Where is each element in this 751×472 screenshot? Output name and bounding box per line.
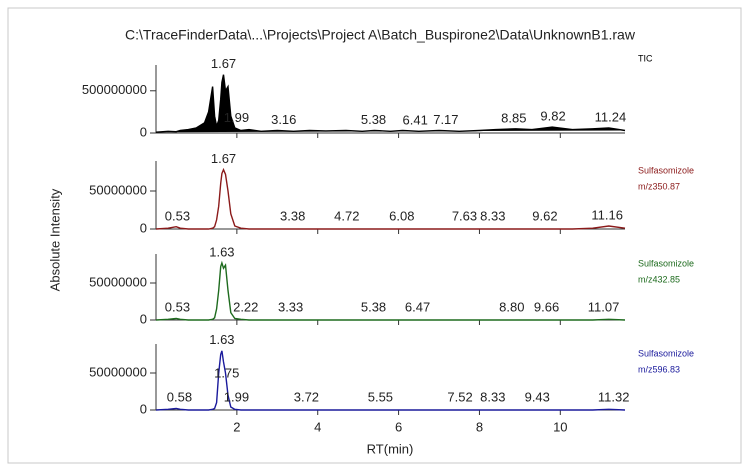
- y-tick-label: 0: [140, 220, 147, 235]
- peak-label: 6.08: [389, 208, 414, 223]
- peak-label: 1.63: [209, 244, 234, 259]
- frame: [7, 7, 742, 464]
- peak-label: 3.38: [280, 208, 305, 223]
- peak-label: 11.24: [595, 110, 627, 125]
- peak-label: 8.80: [499, 299, 524, 314]
- y-tick-label: 50000000: [89, 364, 147, 379]
- peak-label: 6.41: [403, 112, 428, 127]
- trace: [155, 167, 626, 230]
- trace-filter: m/z350.87: [638, 181, 680, 191]
- y-tick-label: 0: [140, 401, 147, 416]
- peak-label: 5.38: [361, 112, 386, 127]
- x-axis-label: RT(min): [367, 441, 414, 456]
- peak-label: 5.38: [361, 299, 386, 314]
- x-tick-label: 2: [233, 419, 240, 434]
- y-tick-label: 0: [140, 124, 147, 139]
- peak-label: 8.85: [501, 110, 526, 125]
- peak-label: 0.53: [165, 208, 190, 223]
- peak-label: 1.67: [211, 56, 236, 71]
- x-tick-label: 4: [314, 419, 321, 434]
- chart-title: C:\TraceFinderData\...\Projects\Project …: [125, 27, 636, 43]
- peak-label: 2.22: [233, 299, 258, 314]
- trace-name: Sulfasomizole: [638, 258, 694, 268]
- peak-label: 8.33: [480, 389, 505, 404]
- peak-label: 1.99: [224, 389, 249, 404]
- y-axis-label: Absolute Intensity: [47, 188, 62, 291]
- trace-name: TIC: [638, 53, 653, 63]
- trace-filter: m/z596.83: [638, 364, 680, 374]
- peak-label: 9.62: [532, 208, 557, 223]
- peak-label: 3.33: [278, 299, 303, 314]
- trace: [155, 74, 626, 133]
- trace-name: Sulfasomizole: [638, 165, 694, 175]
- y-tick-label: 500000000: [82, 82, 147, 97]
- peak-label: 0.58: [167, 389, 192, 404]
- x-tick-label: 8: [476, 419, 483, 434]
- peak-label: 1.63: [209, 332, 234, 347]
- peak-label: 11.07: [588, 299, 620, 314]
- peak-label: 6.47: [405, 299, 430, 314]
- peak-label: 9.82: [540, 109, 565, 124]
- peak-label: 7.52: [447, 389, 472, 404]
- peak-label: 1.67: [211, 151, 236, 166]
- trace-name: Sulfasomizole: [638, 348, 694, 358]
- x-tick-label: 10: [553, 419, 567, 434]
- peak-label: 7.17: [433, 112, 458, 127]
- peak-label: 1.99: [224, 110, 249, 125]
- peak-label: 7.63: [452, 208, 477, 223]
- peak-label: 3.72: [294, 389, 319, 404]
- y-tick-label: 0: [140, 311, 147, 326]
- y-tick-label: 50000000: [89, 182, 147, 197]
- trace-filter: m/z432.85: [638, 274, 680, 284]
- peak-label: 11.16: [591, 208, 623, 223]
- peak-label: 3.16: [271, 112, 296, 127]
- peak-label: 5.55: [368, 389, 393, 404]
- peak-label: 8.33: [480, 208, 505, 223]
- x-tick-label: 6: [395, 419, 402, 434]
- trace: [155, 350, 626, 411]
- peak-label: 4.72: [334, 208, 359, 223]
- trace: [155, 260, 626, 321]
- peak-label: 9.43: [525, 389, 550, 404]
- y-tick-label: 50000000: [89, 274, 147, 289]
- peak-label: 0.53: [165, 299, 190, 314]
- peak-label: 9.66: [534, 299, 559, 314]
- peak-label: 11.32: [598, 389, 630, 404]
- peak-label: 1.75: [214, 366, 239, 381]
